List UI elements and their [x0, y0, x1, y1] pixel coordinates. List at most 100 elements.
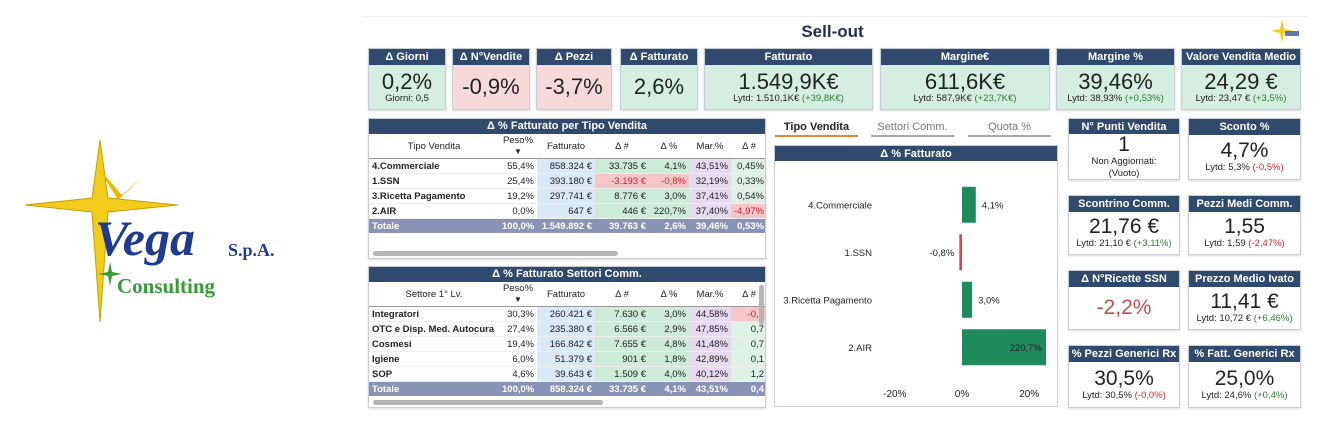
- table-cell: 42,89%: [689, 351, 731, 367]
- total-cell: 43,51%: [689, 381, 731, 396]
- kpi-body: 39,46% Lytd: 38,93% (+0,53%): [1057, 65, 1174, 109]
- total-row: Totale 100,0% 1.549.892 €39.763 €2,6% 39,46…: [369, 218, 765, 233]
- kpi-value: 2,6%: [633, 74, 685, 100]
- small-logo-star: [1271, 19, 1294, 43]
- kpi-card: Δ Fatturato 2,6%: [620, 48, 698, 110]
- table-cell: 2,9%: [649, 321, 689, 337]
- kpi-label: Δ Pezzi: [537, 49, 611, 65]
- kpi-label: Fatturato: [705, 49, 872, 65]
- kpi-value: 11,41 €: [1210, 290, 1279, 314]
- kpi-sub: (Vuoto): [1108, 167, 1140, 179]
- column-header-text: Mar.%: [696, 288, 724, 300]
- data-table: Settore 1° Lv. Peso% ▼ Fatturato Δ # Δ % Mar.%…: [369, 282, 765, 396]
- table-cell: 6.566 €: [595, 321, 649, 337]
- table-cell: 32,19%: [689, 173, 731, 189]
- table-cell: 3,0%: [649, 188, 689, 204]
- kpi-sub: Lytd: 587,9K€ (+23,7K€): [914, 93, 1017, 104]
- table-title: Δ % Fatturato Settori Comm.: [369, 267, 765, 282]
- kpi-body: 1,55 Lytd: 1,59 (-2,47%): [1189, 212, 1300, 254]
- kpi-sub-text: Lytd: 587,9K€: [913, 92, 972, 104]
- total-cell: 2,6%: [649, 218, 689, 233]
- kpi-card: Margine€ 611,6K€ Lytd: 587,9K€ (+23,7K€): [880, 48, 1050, 110]
- table-cell: 7.630 €: [595, 306, 649, 322]
- kpi-card: Valore Vendita Medio 24,29 € Lytd: 23,47 €…: [1181, 48, 1301, 110]
- tab[interactable]: Settori Comm.: [871, 121, 954, 137]
- total-cell: Totale: [369, 218, 499, 233]
- table-cell: -3.193 €: [595, 173, 649, 189]
- kpi-sub-text: Lytd: 1,59: [1204, 238, 1246, 250]
- kpi-sub: Giorni: 0,5: [385, 93, 429, 104]
- kpi-sub: Lytd: 23,47 € (+3,5%): [1196, 93, 1287, 104]
- kpi-label: Scontrino Comm.: [1069, 196, 1179, 212]
- logo-star-ray: [100, 170, 145, 200]
- kpi-sub: Lytd: 10,72 € (+6,46%): [1196, 313, 1292, 324]
- kpi-card: Δ Pezzi -3,7%: [536, 48, 612, 110]
- bar-chart: Δ % Fatturato -20% 0% 20% 4.Commerciale 4,1%…: [774, 145, 1058, 407]
- table-row: Integratori 30,3% 260.421 €7.630 €3,0% 44,5…: [369, 306, 765, 322]
- kpi-delta: (+3,5%): [1252, 92, 1287, 104]
- y-category-label: 1.SSN: [845, 248, 873, 259]
- table-cell: -0,3: [731, 306, 765, 322]
- x-tick-label: 20%: [1019, 389, 1039, 400]
- column-header-text: Mar.%: [696, 140, 724, 152]
- column-header: Δ %: [649, 134, 689, 159]
- kpi-card: Δ N°Vendite -0,9%: [452, 48, 530, 110]
- table-cell: -0,8%: [649, 173, 689, 189]
- table-cell: 41,48%: [689, 336, 731, 352]
- column-header-text: Δ %: [660, 140, 678, 152]
- kpi-sub: Lytd: 5,3% (-0,5%): [1205, 162, 1283, 173]
- kpi-card: N° Punti Vendita 1 Non Aggiornati: (Vuoto): [1068, 118, 1180, 180]
- small-logo-mark: [1285, 31, 1299, 36]
- column-header: Mar.%: [689, 134, 731, 159]
- kpi-sub: Lytd: 38,93% (+0,53%): [1067, 93, 1164, 104]
- logo-tagline: Consulting: [117, 274, 216, 298]
- logo-small-star: [98, 262, 122, 286]
- kpi-label: Δ N°Vendite: [453, 49, 529, 65]
- bar: [962, 186, 976, 223]
- kpi-label: Δ Fatturato: [621, 49, 697, 65]
- kpi-delta: (+3,11%): [1133, 238, 1172, 250]
- column-header-text: Δ #: [742, 288, 756, 300]
- header-row: Settore 1° Lv. Peso% ▼ Fatturato Δ # Δ % Mar.%…: [369, 282, 765, 307]
- column-header-text: Δ #: [615, 288, 629, 300]
- kpi-delta: (+23,7K€): [974, 92, 1017, 104]
- table-cell: Igiene: [369, 351, 499, 367]
- table-cell: 25,4%: [499, 173, 537, 189]
- chart-frame: [774, 145, 1058, 407]
- table-cell: 55,4%: [499, 158, 537, 174]
- total-cell: 100,0%: [499, 218, 537, 233]
- table-cell: 446 €: [595, 203, 649, 219]
- sort-arrow: ▼: [514, 295, 522, 304]
- table-cell: 1.SSN: [369, 173, 499, 189]
- table-cell: 901 €: [595, 351, 649, 367]
- table-cell: Cosmesi: [369, 336, 499, 352]
- table-cell: 1,8%: [649, 351, 689, 367]
- kpi-body: 30,5% Lytd: 30,5% (-0,0%): [1069, 362, 1179, 407]
- kpi-label: % Fatt. Generici Rx: [1189, 346, 1300, 362]
- kpi-value: -0,9%: [462, 74, 520, 100]
- kpi-value: 30,5%: [1094, 366, 1154, 390]
- table-cell: 0,7: [731, 321, 765, 337]
- tab[interactable]: Tipo Vendita: [775, 121, 858, 137]
- table-cell: 37,41%: [689, 188, 731, 204]
- table-cell: 19,4%: [499, 336, 537, 352]
- kpi-value: 21,76 €: [1088, 215, 1160, 239]
- tab[interactable]: Quota %: [968, 121, 1051, 137]
- kpi-label: Δ N°Ricette SSN: [1069, 271, 1179, 287]
- table-row: 2.AIR 0,0% 647 €446 €220,7% 37,40% -4,97%: [369, 203, 765, 219]
- kpi-sub-text: Lytd: 21,10 €: [1076, 238, 1131, 250]
- table-panel: Δ % Fatturato Settori Comm. Settore 1° Lv…: [368, 266, 766, 408]
- kpi-body: 11,41 € Lytd: 10,72 € (+6,46%): [1189, 287, 1300, 329]
- column-header: Peso% ▼: [499, 134, 537, 159]
- table-row: 1.SSN 25,4% 393.180 € -3.193 € -0,8% 32,19% 0,…: [369, 173, 765, 189]
- kpi-delta: (+6,46%): [1253, 313, 1293, 325]
- table-cell: 4,8%: [649, 336, 689, 352]
- table-cell: 39.643 €: [537, 366, 595, 382]
- kpi-label: Prezzo Medio Ivato: [1189, 271, 1300, 287]
- column-header-text: Fatturato: [546, 288, 586, 300]
- kpi-body: 24,29 € Lytd: 23,47 € (+3,5%): [1182, 65, 1300, 109]
- table-panel: Δ % Fatturato per Tipo Vendita Tipo Vendi…: [368, 118, 766, 259]
- kpi-body: -2,2%: [1069, 287, 1179, 329]
- kpi-body: -3,7%: [537, 65, 611, 109]
